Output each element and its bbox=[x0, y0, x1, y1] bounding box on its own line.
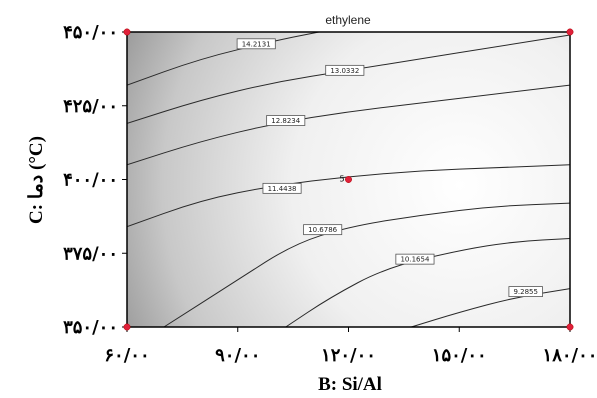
contour-line bbox=[126, 84, 571, 166]
y-tick-label: ۴۵۰/۰۰ bbox=[63, 22, 118, 43]
contour-line bbox=[126, 31, 320, 86]
contour-label-box bbox=[395, 253, 435, 265]
x-axis-title: B: Si/Al bbox=[318, 374, 382, 395]
contour-line bbox=[411, 288, 571, 328]
contour-line bbox=[126, 164, 571, 228]
y-tick-label: ۳۵۰/۰۰ bbox=[63, 317, 118, 338]
design-point bbox=[345, 176, 352, 183]
design-point bbox=[566, 28, 574, 36]
x-tick-label: ۶۰/۰۰ bbox=[104, 345, 149, 366]
y-tick-label: ۴۰۰/۰۰ bbox=[63, 170, 118, 191]
contour-label: 11.4438 bbox=[268, 185, 297, 193]
contour-label: 13.0332 bbox=[330, 67, 359, 75]
contour-label: 9.2855 bbox=[513, 288, 538, 296]
design-point-label: 5 bbox=[340, 175, 345, 184]
design-point bbox=[123, 28, 131, 36]
contour-label-box bbox=[325, 64, 365, 76]
x-tick-label: ۱۵۰/۰۰ bbox=[432, 345, 487, 366]
contour-label-box bbox=[262, 182, 302, 194]
contour-label: 10.6786 bbox=[308, 226, 337, 234]
contour-label: 14.2131 bbox=[242, 40, 271, 48]
x-tick-label: ۱۲۰/۰۰ bbox=[321, 345, 376, 366]
chart-title: ethylene bbox=[325, 13, 371, 27]
y-tick-label: ۳۷۵/۰۰ bbox=[63, 243, 118, 264]
contour-label: 12.8234 bbox=[271, 117, 300, 125]
contour-label-box bbox=[236, 38, 276, 50]
contour-label: 10.1654 bbox=[400, 256, 429, 264]
contour-line bbox=[126, 34, 571, 124]
contour-label-box bbox=[266, 115, 306, 126]
design-point bbox=[123, 323, 131, 331]
contour-line bbox=[285, 238, 571, 328]
y-tick-label: ۴۲۵/۰۰ bbox=[63, 96, 118, 117]
contour-label-box bbox=[303, 224, 343, 236]
y-axis-title: C: دما (°C) bbox=[26, 136, 47, 224]
x-tick-label: ۱۸۰/۰۰ bbox=[543, 345, 597, 366]
x-tick-label: ۹۰/۰۰ bbox=[215, 345, 260, 366]
design-point bbox=[566, 323, 574, 331]
contour-label-box bbox=[508, 286, 543, 298]
